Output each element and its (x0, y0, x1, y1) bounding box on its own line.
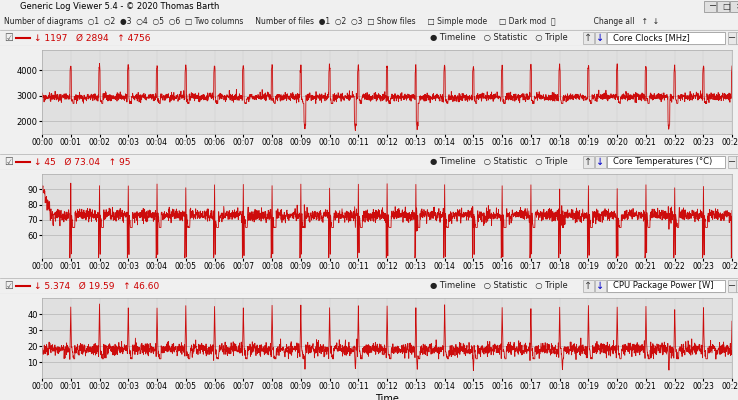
Bar (730, 1, 738, 12)
Text: ✕: ✕ (736, 2, 738, 11)
X-axis label: Time: Time (375, 394, 399, 400)
Bar (595, 32, 606, 44)
Text: ↓ 5.374   Ø 19.59   ↑ 46.60: ↓ 5.374 Ø 19.59 ↑ 46.60 (34, 282, 159, 290)
Text: □: □ (722, 2, 730, 11)
Text: +: + (736, 157, 738, 167)
Bar (736, 32, 738, 44)
Text: ● Timeline   ○ Statistic   ○ Triple: ● Timeline ○ Statistic ○ Triple (430, 158, 568, 166)
Text: CPU Package Power [W]: CPU Package Power [W] (613, 282, 714, 290)
Text: ↑: ↑ (584, 157, 592, 167)
FancyBboxPatch shape (607, 32, 725, 44)
Text: ↓: ↓ (596, 33, 604, 43)
Text: −: − (709, 2, 717, 12)
Text: −: − (728, 33, 736, 43)
Text: −: − (728, 281, 736, 291)
Text: Core Clocks [MHz]: Core Clocks [MHz] (613, 34, 690, 42)
Text: ↑: ↑ (584, 33, 592, 43)
Bar (595, 156, 606, 168)
Text: ↑: ↑ (584, 281, 592, 291)
Bar (583, 156, 594, 168)
Text: ↓: ↓ (596, 157, 604, 167)
Text: ↓ 45   Ø 73.04   ↑ 95: ↓ 45 Ø 73.04 ↑ 95 (34, 158, 131, 166)
Bar (595, 280, 606, 292)
Text: ↓: ↓ (596, 281, 604, 291)
Bar (728, 280, 736, 292)
Bar (583, 280, 594, 292)
Bar (728, 156, 736, 168)
Bar (717, 1, 729, 12)
Text: ☑: ☑ (4, 157, 13, 167)
Text: Generic Log Viewer 5.4 - © 2020 Thomas Barth: Generic Log Viewer 5.4 - © 2020 Thomas B… (20, 2, 219, 11)
Text: Core Temperatures (°C): Core Temperatures (°C) (613, 158, 712, 166)
Bar (583, 32, 594, 44)
Text: Number of diagrams  ○1  ○2  ●3  ○4  ○5  ○6  □ Two columns     Number of files  ●: Number of diagrams ○1 ○2 ●3 ○4 ○5 ○6 □ T… (4, 17, 659, 26)
Text: −: − (728, 157, 736, 167)
Bar (704, 1, 716, 12)
Text: +: + (736, 281, 738, 291)
Text: ☑: ☑ (4, 33, 13, 43)
Text: ● Timeline   ○ Statistic   ○ Triple: ● Timeline ○ Statistic ○ Triple (430, 282, 568, 290)
Bar (728, 32, 736, 44)
Text: ☑: ☑ (4, 281, 13, 291)
FancyBboxPatch shape (607, 156, 725, 168)
Bar (736, 280, 738, 292)
Text: +: + (736, 33, 738, 43)
FancyBboxPatch shape (607, 280, 725, 292)
Bar (736, 156, 738, 168)
Text: ● Timeline   ○ Statistic   ○ Triple: ● Timeline ○ Statistic ○ Triple (430, 34, 568, 42)
Text: ↓ 1197   Ø 2894   ↑ 4756: ↓ 1197 Ø 2894 ↑ 4756 (34, 34, 151, 42)
